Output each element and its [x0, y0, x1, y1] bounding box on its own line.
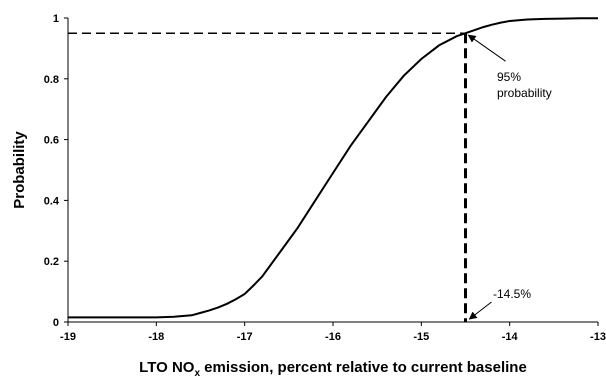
x-axis-title-main: LTO NO [139, 359, 195, 376]
x-tick-label: -14 [502, 331, 519, 343]
y-ticks: 0 0.2 0.4 0.6 0.8 1 [44, 13, 68, 329]
x-tick-label: -17 [237, 331, 253, 343]
x-ticks: -19 -18 -17 -16 -15 -14 -13 [60, 322, 606, 343]
y-tick-label: 0.4 [44, 195, 60, 207]
y-tick-label: 0 [53, 317, 59, 329]
x-axis-title: LTO NOx emission, percent relative to cu… [139, 359, 527, 379]
x-tick-label: -18 [148, 331, 164, 343]
annotation-arrow-95 [467, 34, 506, 62]
x-tick-label: -19 [60, 331, 76, 343]
y-tick-label: 0.6 [44, 135, 59, 147]
x-tick-label: -16 [325, 331, 341, 343]
y-tick-label: 0.8 [44, 74, 59, 86]
x-axis-title-subscript: x [194, 368, 200, 379]
annotation-95-percent: 95% [497, 70, 521, 84]
annotation-probability: probability [497, 86, 552, 100]
probability-curve [68, 17, 598, 319]
x-axis-title-rest: emission, percent relative to current ba… [200, 359, 527, 376]
annotation-arrow-14-5 [468, 301, 492, 320]
x-tick-label: -15 [413, 331, 429, 343]
y-tick-label: 1 [53, 13, 59, 25]
y-tick-label: 0.2 [44, 256, 59, 268]
x-tick-label: -13 [590, 331, 606, 343]
annotation-minus-14-5: -14.5% [493, 287, 531, 301]
y-axis-title: Probability [11, 131, 28, 209]
